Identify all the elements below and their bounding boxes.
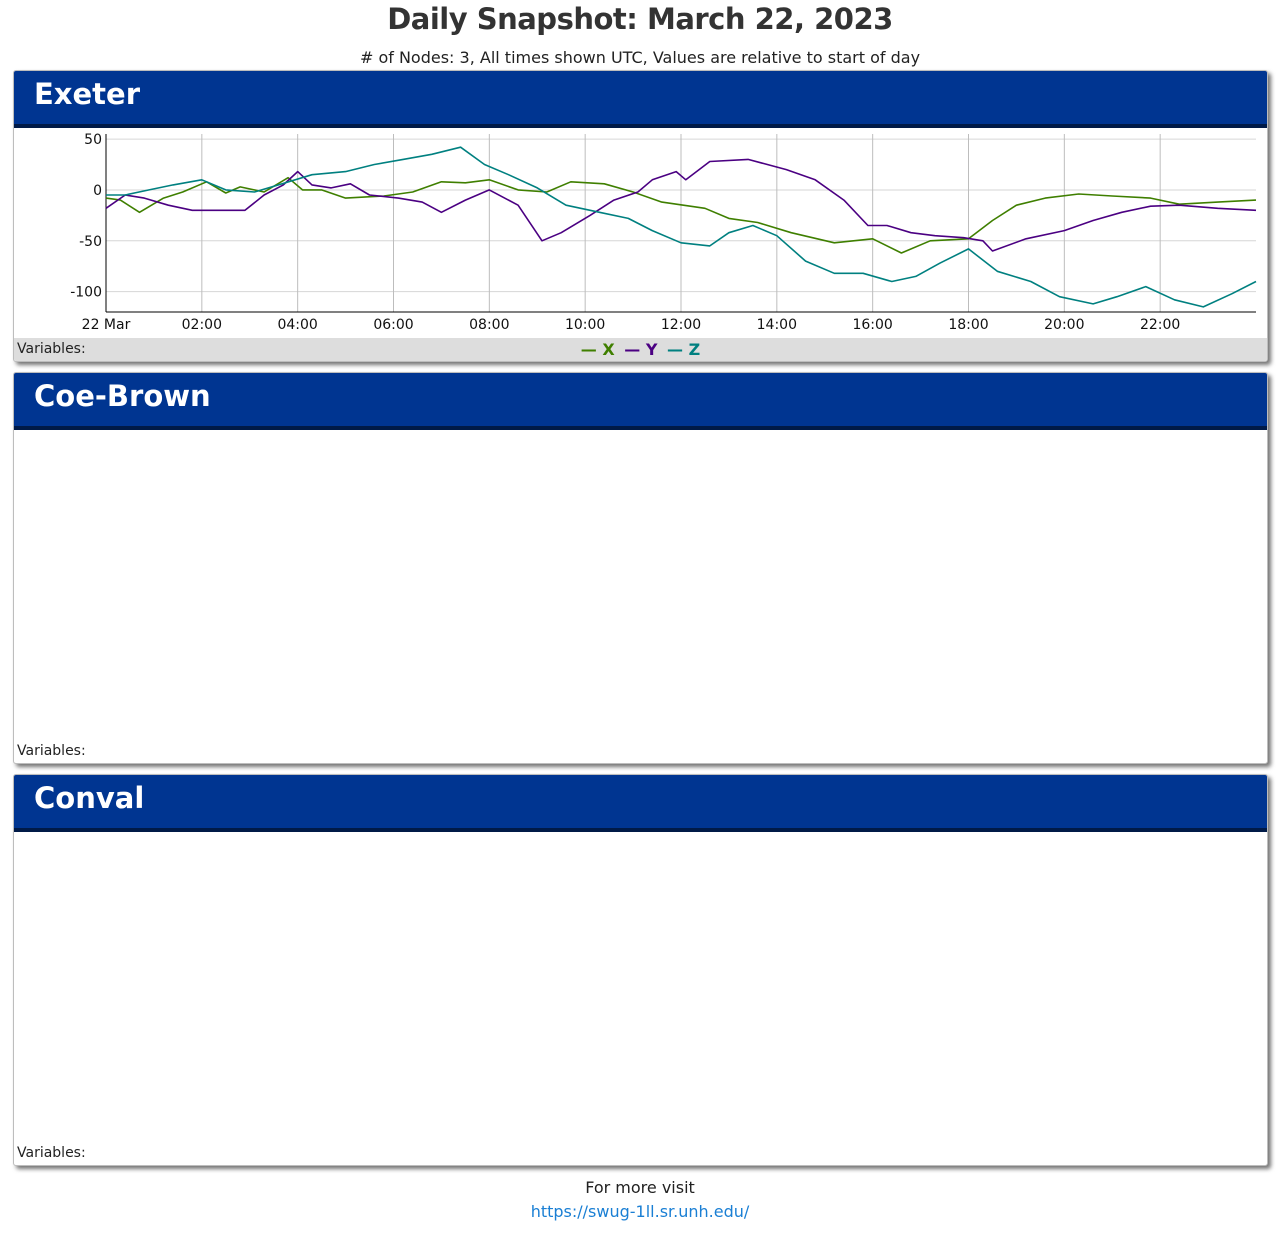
- x-tick-label: 14:00: [757, 317, 797, 333]
- page-subtitle: # of Nodes: 3, All times shown UTC, Valu…: [359, 48, 921, 67]
- variables-label: Variables:: [17, 743, 86, 759]
- x-tick-label: 22:00: [1140, 317, 1180, 333]
- variables-bar: Variables:: [14, 740, 1267, 763]
- panel-header-exeter: Exeter: [14, 71, 1267, 128]
- chart-area: 50 0 -50 -100 22 Mar 02:00 04:00 06:00 08:00 10:0…: [14, 128, 1267, 361]
- chart-area-empty: Variables:: [14, 430, 1267, 763]
- legend-item-x[interactable]: — X: [581, 340, 615, 359]
- legend-x-dash: —: [580, 340, 597, 359]
- x-tick-label: 18:00: [948, 317, 988, 333]
- x-tick-label: 06:00: [373, 317, 413, 333]
- variables-bar: Variables: — X — Y — Z: [14, 338, 1267, 361]
- panel-header-conval: Conval: [14, 775, 1267, 832]
- footer-link[interactable]: https://swug-1ll.sr.unh.edu/: [530, 1202, 750, 1221]
- page-title: Daily Snapshot: March 22, 2023: [387, 2, 893, 36]
- y-tick-label: 0: [93, 183, 102, 199]
- x-tick-label: 16:00: [852, 317, 892, 333]
- x-tick-label: 22 Mar: [82, 317, 131, 333]
- variables-bar: Variables:: [14, 1142, 1267, 1165]
- x-tick-label: 08:00: [469, 317, 509, 333]
- x-tick-label: 20:00: [1044, 317, 1084, 333]
- legend-z-label: Z: [688, 340, 701, 359]
- panel-header-coe-brown: Coe-Brown: [14, 373, 1267, 430]
- legend-item-y[interactable]: — Y: [624, 340, 657, 359]
- x-tick-label: 02:00: [182, 317, 222, 333]
- x-tick-label: 04:00: [277, 317, 317, 333]
- chart-area-empty: Variables:: [14, 832, 1267, 1165]
- panel-exeter: Exeter 50 0 -50 -100 22 Mar 02:00 04:00 06:00 08…: [13, 70, 1268, 362]
- y-tick-label: -100: [70, 285, 102, 301]
- y-tick-label: -50: [79, 234, 102, 250]
- series-line-x: [105, 176, 1257, 254]
- series-line-y: [105, 158, 1257, 252]
- series-line-z: [106, 146, 1257, 308]
- legend: — X — Y — Z: [14, 338, 1267, 361]
- x-tick-label: 10:00: [565, 317, 605, 333]
- variables-label: Variables:: [17, 341, 86, 357]
- legend-x-label: X: [602, 340, 615, 359]
- exeter-chart: 50 0 -50 -100 22 Mar 02:00 04:00 06:00 08:00 10:0…: [70, 132, 1257, 333]
- y-tick-label: 50: [84, 132, 102, 148]
- panel-conval: Conval Variables:: [13, 774, 1268, 1166]
- legend-y-label: Y: [645, 340, 658, 359]
- legend-z-dash: —: [667, 340, 684, 359]
- panel-coe-brown: Coe-Brown Variables:: [13, 372, 1268, 764]
- legend-item-z[interactable]: — Z: [667, 340, 700, 359]
- x-tick-label: 12:00: [661, 317, 701, 333]
- footer-text: For more visit: [585, 1178, 695, 1197]
- legend-y-dash: —: [624, 340, 641, 359]
- variables-label: Variables:: [17, 1145, 86, 1161]
